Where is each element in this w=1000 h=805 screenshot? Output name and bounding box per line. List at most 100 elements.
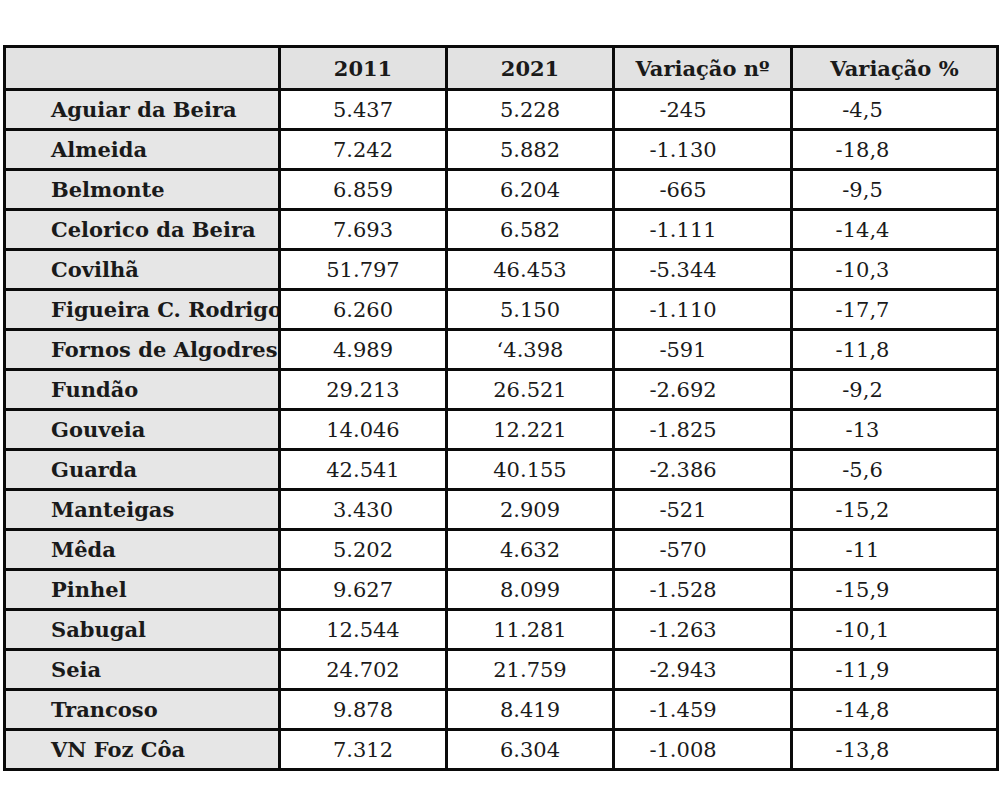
municipality-name: Celorico da Beira bbox=[5, 210, 280, 250]
variation-percent-value: -11,9 bbox=[792, 650, 998, 690]
table-row: Aguiar da Beira5.4375.228-245-4,5 bbox=[5, 90, 998, 130]
table-row: Sabugal12.54411.281-1.263-10,1 bbox=[5, 610, 998, 650]
value-2021: 11.281 bbox=[447, 610, 614, 650]
municipality-name: Figueira C. Rodrigo bbox=[5, 290, 280, 330]
value-2011: 14.046 bbox=[280, 410, 447, 450]
value-2021: 6.304 bbox=[447, 730, 614, 770]
variation-percent-value: -4,5 bbox=[792, 90, 998, 130]
variation-percent-value: -17,7 bbox=[792, 290, 998, 330]
value-2011: 5.437 bbox=[280, 90, 447, 130]
municipality-name: Belmonte bbox=[5, 170, 280, 210]
value-2011: 3.430 bbox=[280, 490, 447, 530]
table-row: Pinhel9.6278.099-1.528-15,9 bbox=[5, 570, 998, 610]
value-2011: 7.693 bbox=[280, 210, 447, 250]
value-2011: 4.989 bbox=[280, 330, 447, 370]
population-table-container: 2011 2021 Variação nº Variação % Aguiar … bbox=[3, 45, 999, 771]
value-2021: 40.155 bbox=[447, 450, 614, 490]
variation-percent-value: -14,4 bbox=[792, 210, 998, 250]
variation-number-value: -2.943 bbox=[614, 650, 792, 690]
table-row: Fornos de Algodres4.989‘4.398-591-11,8 bbox=[5, 330, 998, 370]
value-2011: 51.797 bbox=[280, 250, 447, 290]
table-row: Gouveia14.04612.221-1.825-13 bbox=[5, 410, 998, 450]
value-2021: 5.150 bbox=[447, 290, 614, 330]
variation-percent-value: -18,8 bbox=[792, 130, 998, 170]
value-2021: 21.759 bbox=[447, 650, 614, 690]
variation-number-value: -1.110 bbox=[614, 290, 792, 330]
variation-percent-value: -5,6 bbox=[792, 450, 998, 490]
value-2011: 9.878 bbox=[280, 690, 447, 730]
variation-percent-value: -10,1 bbox=[792, 610, 998, 650]
variation-number-value: -521 bbox=[614, 490, 792, 530]
municipality-name: Guarda bbox=[5, 450, 280, 490]
municipality-name: Sabugal bbox=[5, 610, 280, 650]
value-2021: 4.632 bbox=[447, 530, 614, 570]
variation-number-value: -1.459 bbox=[614, 690, 792, 730]
variation-number-value: -665 bbox=[614, 170, 792, 210]
variation-percent-value: -11,8 bbox=[792, 330, 998, 370]
variation-number-value: -5.344 bbox=[614, 250, 792, 290]
value-2021: 8.099 bbox=[447, 570, 614, 610]
value-2021: 6.204 bbox=[447, 170, 614, 210]
municipality-name: Seia bbox=[5, 650, 280, 690]
municipality-name: Almeida bbox=[5, 130, 280, 170]
municipality-name: Mêda bbox=[5, 530, 280, 570]
table-row: Guarda42.54140.155-2.386-5,6 bbox=[5, 450, 998, 490]
table-row: VN Foz Côa7.3126.304-1.008-13,8 bbox=[5, 730, 998, 770]
municipality-name: Manteigas bbox=[5, 490, 280, 530]
value-2021: 26.521 bbox=[447, 370, 614, 410]
table-row: Belmonte6.8596.204-665-9,5 bbox=[5, 170, 998, 210]
variation-number-value: -2.692 bbox=[614, 370, 792, 410]
variation-number-value: -1.825 bbox=[614, 410, 792, 450]
variation-number-value: -245 bbox=[614, 90, 792, 130]
variation-percent-value: -10,3 bbox=[792, 250, 998, 290]
variation-number-value: -591 bbox=[614, 330, 792, 370]
table-row: Celorico da Beira7.6936.582-1.111-14,4 bbox=[5, 210, 998, 250]
variation-percent-value: -9,5 bbox=[792, 170, 998, 210]
column-header-variation-percent: Variação % bbox=[792, 47, 998, 90]
column-header-variation-number: Variação nº bbox=[614, 47, 792, 90]
value-2011: 42.541 bbox=[280, 450, 447, 490]
table-row: Mêda5.2024.632-570-11 bbox=[5, 530, 998, 570]
variation-percent-value: -9,2 bbox=[792, 370, 998, 410]
value-2011: 5.202 bbox=[280, 530, 447, 570]
variation-number-value: -1.263 bbox=[614, 610, 792, 650]
column-header-2021: 2021 bbox=[447, 47, 614, 90]
value-2021: 8.419 bbox=[447, 690, 614, 730]
table-body: Aguiar da Beira5.4375.228-245-4,5Almeida… bbox=[5, 90, 998, 770]
variation-percent-value: -13 bbox=[792, 410, 998, 450]
value-2021: 12.221 bbox=[447, 410, 614, 450]
table-row: Seia24.70221.759-2.943-11,9 bbox=[5, 650, 998, 690]
variation-number-value: -1.130 bbox=[614, 130, 792, 170]
table-row: Manteigas3.4302.909-521-15,2 bbox=[5, 490, 998, 530]
table-row: Covilhã51.79746.453-5.344-10,3 bbox=[5, 250, 998, 290]
municipality-name: Aguiar da Beira bbox=[5, 90, 280, 130]
variation-number-value: -1.528 bbox=[614, 570, 792, 610]
municipality-name: Pinhel bbox=[5, 570, 280, 610]
variation-percent-value: -13,8 bbox=[792, 730, 998, 770]
page-background: 2011 2021 Variação nº Variação % Aguiar … bbox=[0, 0, 1000, 805]
municipality-name: Trancoso bbox=[5, 690, 280, 730]
table-row: Almeida7.2425.882-1.130-18,8 bbox=[5, 130, 998, 170]
value-2011: 9.627 bbox=[280, 570, 447, 610]
value-2011: 24.702 bbox=[280, 650, 447, 690]
municipality-name: Fornos de Algodres bbox=[5, 330, 280, 370]
value-2011: 12.544 bbox=[280, 610, 447, 650]
value-2021: 2.909 bbox=[447, 490, 614, 530]
municipality-name: VN Foz Côa bbox=[5, 730, 280, 770]
value-2011: 29.213 bbox=[280, 370, 447, 410]
variation-percent-value: -15,9 bbox=[792, 570, 998, 610]
value-2021: ‘4.398 bbox=[447, 330, 614, 370]
value-2021: 6.582 bbox=[447, 210, 614, 250]
value-2011: 6.260 bbox=[280, 290, 447, 330]
municipality-name: Fundão bbox=[5, 370, 280, 410]
value-2021: 5.228 bbox=[447, 90, 614, 130]
column-header-2011: 2011 bbox=[280, 47, 447, 90]
value-2011: 7.312 bbox=[280, 730, 447, 770]
value-2021: 5.882 bbox=[447, 130, 614, 170]
table-row: Figueira C. Rodrigo6.2605.150-1.110-17,7 bbox=[5, 290, 998, 330]
column-header-municipality bbox=[5, 47, 280, 90]
variation-percent-value: -14,8 bbox=[792, 690, 998, 730]
variation-number-value: -1.008 bbox=[614, 730, 792, 770]
variation-number-value: -1.111 bbox=[614, 210, 792, 250]
municipality-name: Gouveia bbox=[5, 410, 280, 450]
